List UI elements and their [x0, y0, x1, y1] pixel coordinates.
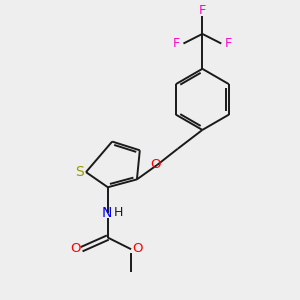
- Text: O: O: [151, 158, 161, 171]
- Text: F: F: [199, 4, 206, 16]
- Text: O: O: [132, 242, 143, 255]
- Text: H: H: [114, 206, 124, 219]
- Text: F: F: [172, 37, 180, 50]
- Text: S: S: [75, 165, 84, 179]
- Text: F: F: [225, 37, 232, 50]
- Text: N: N: [101, 206, 112, 220]
- Text: O: O: [70, 242, 80, 255]
